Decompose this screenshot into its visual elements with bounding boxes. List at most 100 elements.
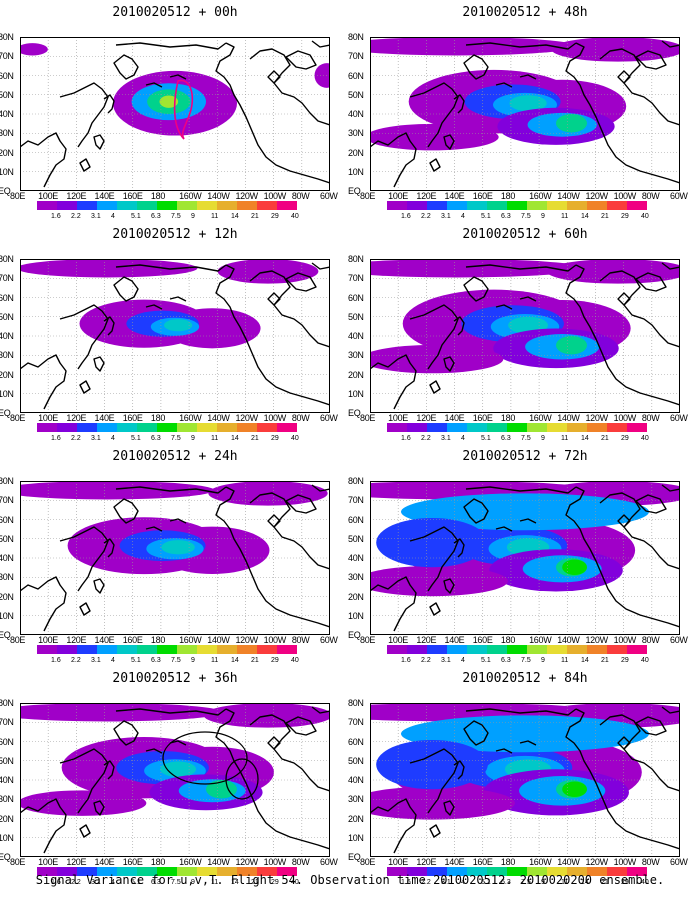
variance-contour [20, 43, 48, 56]
colorbar-swatch [177, 423, 197, 432]
colorbar-label: 1.6 [401, 213, 411, 220]
lon-label: 160W [179, 191, 202, 201]
colorbar-label: 21 [251, 213, 259, 220]
coastline [635, 494, 667, 514]
colorbar-swatch [567, 645, 587, 654]
colorbar-label: 29 [621, 213, 629, 220]
lat-label: 20N [348, 369, 364, 380]
variance-contour [376, 739, 488, 790]
lat-label: 50N [348, 755, 364, 766]
colorbar-swatch [77, 423, 97, 432]
lon-label: 180 [150, 191, 166, 201]
colorbar-label: 2.2 [71, 213, 81, 220]
lon-label: 60W [670, 413, 688, 423]
colorbar-swatch [37, 201, 57, 210]
colorbar-label: 9 [541, 213, 545, 220]
panel-title: 2010020512 + 72h [462, 449, 588, 464]
lat-label: 70N [0, 495, 14, 506]
coastline [565, 42, 680, 184]
lat-label: 60N [348, 736, 364, 747]
coastline [285, 494, 317, 514]
coastline [79, 824, 91, 838]
colorbar-label: 6.3 [151, 657, 161, 664]
colorbar-label: 11 [211, 879, 219, 886]
colorbar-label: 9 [541, 657, 545, 664]
colorbar [387, 423, 647, 432]
lon-label: 180 [500, 857, 516, 867]
lon-label: 140E [94, 635, 115, 645]
colorbar-swatch [547, 645, 567, 654]
colorbar-label: 1.6 [401, 435, 411, 442]
map-canvas [370, 259, 680, 413]
coastline [145, 748, 163, 754]
coastline [661, 484, 680, 492]
colorbar-swatch [627, 867, 647, 876]
colorbar-swatch [487, 201, 507, 210]
colorbar-swatch [587, 645, 607, 654]
colorbar-swatch [177, 201, 197, 210]
lon-label: 100W [263, 857, 287, 867]
lon-label: 100E [38, 413, 58, 423]
lon-label: 80E [10, 413, 26, 423]
lon-label: 160E [122, 635, 143, 645]
colorbar-label: 7.5 [521, 879, 531, 886]
coastline [115, 42, 227, 50]
colorbar-label: 21 [251, 879, 259, 886]
map-panel: 2010020512 + 60h 80N 70N 60N 50N 40N 30N 20N 10N… [348, 227, 700, 447]
lat-label: 50N [0, 533, 14, 544]
colorbar-label: 3.1 [441, 657, 451, 664]
coastline [285, 50, 317, 70]
lat-label: 70N [348, 273, 364, 284]
variance-contour [556, 114, 587, 133]
map-panel: 2010020512 + 48h 80N 70N 60N 50N 40N 30N 20N 10N… [348, 5, 700, 225]
colorbar-swatch [387, 645, 407, 654]
lon-label: 100E [38, 857, 58, 867]
colorbar-label: 1.6 [51, 435, 61, 442]
colorbar-label: 40 [641, 213, 649, 220]
lon-label: 140W [207, 857, 230, 867]
lon-label: 180 [150, 413, 166, 423]
colorbar-label: 9 [191, 435, 195, 442]
coastline [113, 498, 139, 524]
coastline [370, 132, 417, 188]
lon-label: 100E [388, 857, 408, 867]
coastline [617, 514, 631, 528]
coastline [169, 518, 187, 524]
colorbar-label: 7.5 [171, 435, 181, 442]
coastline [215, 708, 330, 850]
coastline [93, 356, 105, 372]
colorbar-label: 4 [461, 657, 465, 664]
coastline [443, 134, 455, 150]
coastline [20, 576, 67, 632]
coastline [617, 292, 631, 306]
lon-label: 80E [360, 857, 376, 867]
colorbar-label: 2.2 [71, 879, 81, 886]
coastline [635, 50, 667, 70]
lon-label: 120W [585, 191, 608, 201]
lat-label: 10N [348, 166, 364, 177]
variance-contour [401, 715, 649, 753]
colorbar-swatch [217, 423, 237, 432]
colorbar-swatch [137, 867, 157, 876]
lat-label: 40N [348, 331, 364, 341]
lat-label: 40N [348, 775, 364, 785]
colorbar-label: 21 [601, 435, 609, 442]
lon-label: 160W [529, 413, 552, 423]
colorbar-label: 11 [211, 657, 219, 664]
variance-contour [370, 259, 586, 278]
lon-label: 100E [38, 191, 58, 201]
lat-label: 10N [0, 610, 14, 621]
colorbar-swatch [57, 201, 77, 210]
colorbar-swatch [197, 423, 217, 432]
coastline [20, 132, 67, 188]
colorbar-swatch [447, 867, 467, 876]
lon-label: 160W [179, 857, 202, 867]
variance-contour [370, 566, 508, 597]
coastline [429, 158, 441, 172]
lat-label: EQ [348, 630, 361, 640]
lon-label: 160E [472, 413, 493, 423]
coastline [429, 602, 441, 616]
lon-label: 140E [444, 635, 465, 645]
lon-label: 180 [150, 857, 166, 867]
lon-label: 140E [94, 413, 115, 423]
